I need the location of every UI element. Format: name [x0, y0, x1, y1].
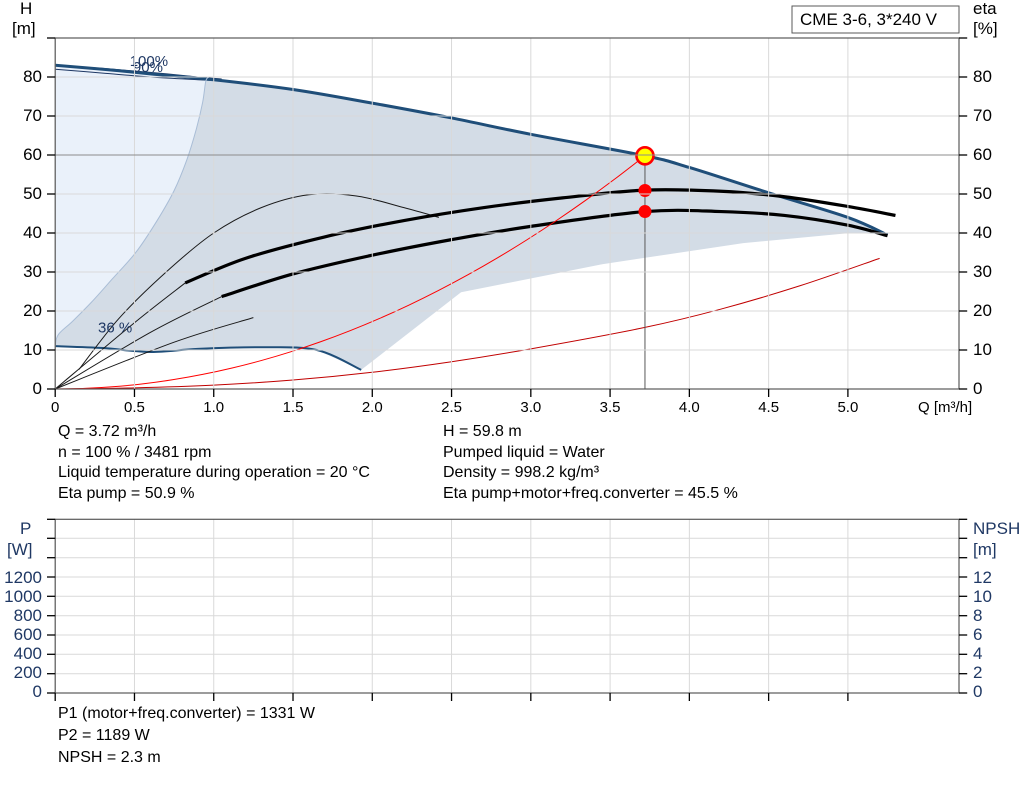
svg-text:Liquid temperature during oper: Liquid temperature during operation = 20… — [58, 464, 370, 481]
svg-text:H = 59.8 m: H = 59.8 m — [443, 423, 522, 440]
svg-text:4.5: 4.5 — [758, 399, 779, 416]
svg-text:H: H — [20, 0, 32, 18]
svg-text:P: P — [20, 519, 31, 538]
svg-text:Q [m³/h]: Q [m³/h] — [918, 399, 972, 416]
svg-text:2.0: 2.0 — [362, 399, 383, 416]
svg-text:2.5: 2.5 — [441, 399, 462, 416]
svg-text:[W]: [W] — [7, 540, 33, 559]
svg-text:6: 6 — [973, 625, 982, 644]
svg-text:0: 0 — [973, 682, 982, 701]
svg-text:36 %: 36 % — [98, 319, 132, 336]
svg-text:Density = 998.2 kg/m³: Density = 998.2 kg/m³ — [443, 464, 600, 481]
svg-text:10: 10 — [973, 340, 992, 359]
svg-text:50: 50 — [23, 184, 42, 203]
svg-text:70: 70 — [973, 106, 992, 125]
svg-text:CME 3-6, 3*240 V: CME 3-6, 3*240 V — [800, 10, 938, 29]
svg-text:[m]: [m] — [12, 19, 36, 38]
svg-text:60: 60 — [973, 145, 992, 164]
svg-text:3.5: 3.5 — [600, 399, 621, 416]
svg-text:1.0: 1.0 — [203, 399, 224, 416]
svg-text:40: 40 — [23, 223, 42, 242]
svg-text:10: 10 — [23, 340, 42, 359]
svg-text:4: 4 — [973, 644, 982, 663]
svg-text:NPSH: NPSH — [973, 519, 1020, 538]
svg-text:80: 80 — [23, 67, 42, 86]
svg-text:0: 0 — [33, 379, 42, 398]
svg-text:[%]: [%] — [973, 19, 998, 38]
svg-text:NPSH = 2.3 m: NPSH = 2.3 m — [58, 749, 161, 766]
svg-text:20: 20 — [973, 301, 992, 320]
svg-text:0: 0 — [33, 682, 42, 701]
svg-text:40: 40 — [973, 223, 992, 242]
svg-text:[m]: [m] — [973, 540, 997, 559]
svg-text:12: 12 — [973, 568, 992, 587]
svg-text:n = 100 % / 3481 rpm: n = 100 % / 3481 rpm — [58, 444, 211, 461]
svg-text:30: 30 — [23, 262, 42, 281]
svg-text:Eta pump = 50.9 %: Eta pump = 50.9 % — [58, 485, 195, 502]
svg-text:5.0: 5.0 — [837, 399, 858, 416]
svg-text:3.0: 3.0 — [520, 399, 541, 416]
svg-text:30: 30 — [973, 262, 992, 281]
svg-text:Pumped liquid = Water: Pumped liquid = Water — [443, 444, 605, 461]
svg-text:800: 800 — [14, 606, 42, 625]
svg-text:Eta pump+motor+freq.converter: Eta pump+motor+freq.converter = 45.5 % — [443, 485, 738, 502]
svg-text:200: 200 — [14, 663, 42, 682]
svg-text:10: 10 — [973, 587, 992, 606]
svg-text:400: 400 — [14, 644, 42, 663]
svg-text:0: 0 — [51, 399, 59, 416]
svg-text:80: 80 — [973, 67, 992, 86]
svg-text:1000: 1000 — [4, 587, 42, 606]
svg-text:0: 0 — [973, 379, 982, 398]
svg-text:P2 = 1189 W: P2 = 1189 W — [58, 727, 151, 744]
svg-text:60: 60 — [23, 145, 42, 164]
svg-text:90%: 90% — [133, 59, 163, 76]
svg-text:0.5: 0.5 — [124, 399, 145, 416]
svg-text:4.0: 4.0 — [679, 399, 700, 416]
svg-text:1.5: 1.5 — [283, 399, 304, 416]
svg-text:1200: 1200 — [4, 568, 42, 587]
svg-text:600: 600 — [14, 625, 42, 644]
svg-text:2: 2 — [973, 663, 982, 682]
svg-text:8: 8 — [973, 606, 982, 625]
svg-text:70: 70 — [23, 106, 42, 125]
svg-text:Q = 3.72 m³/h: Q = 3.72 m³/h — [58, 423, 156, 440]
svg-text:50: 50 — [973, 184, 992, 203]
svg-text:P1 (motor+freq.converter) = 13: P1 (motor+freq.converter) = 1331 W — [58, 705, 316, 722]
svg-text:20: 20 — [23, 301, 42, 320]
svg-text:eta: eta — [973, 0, 997, 18]
